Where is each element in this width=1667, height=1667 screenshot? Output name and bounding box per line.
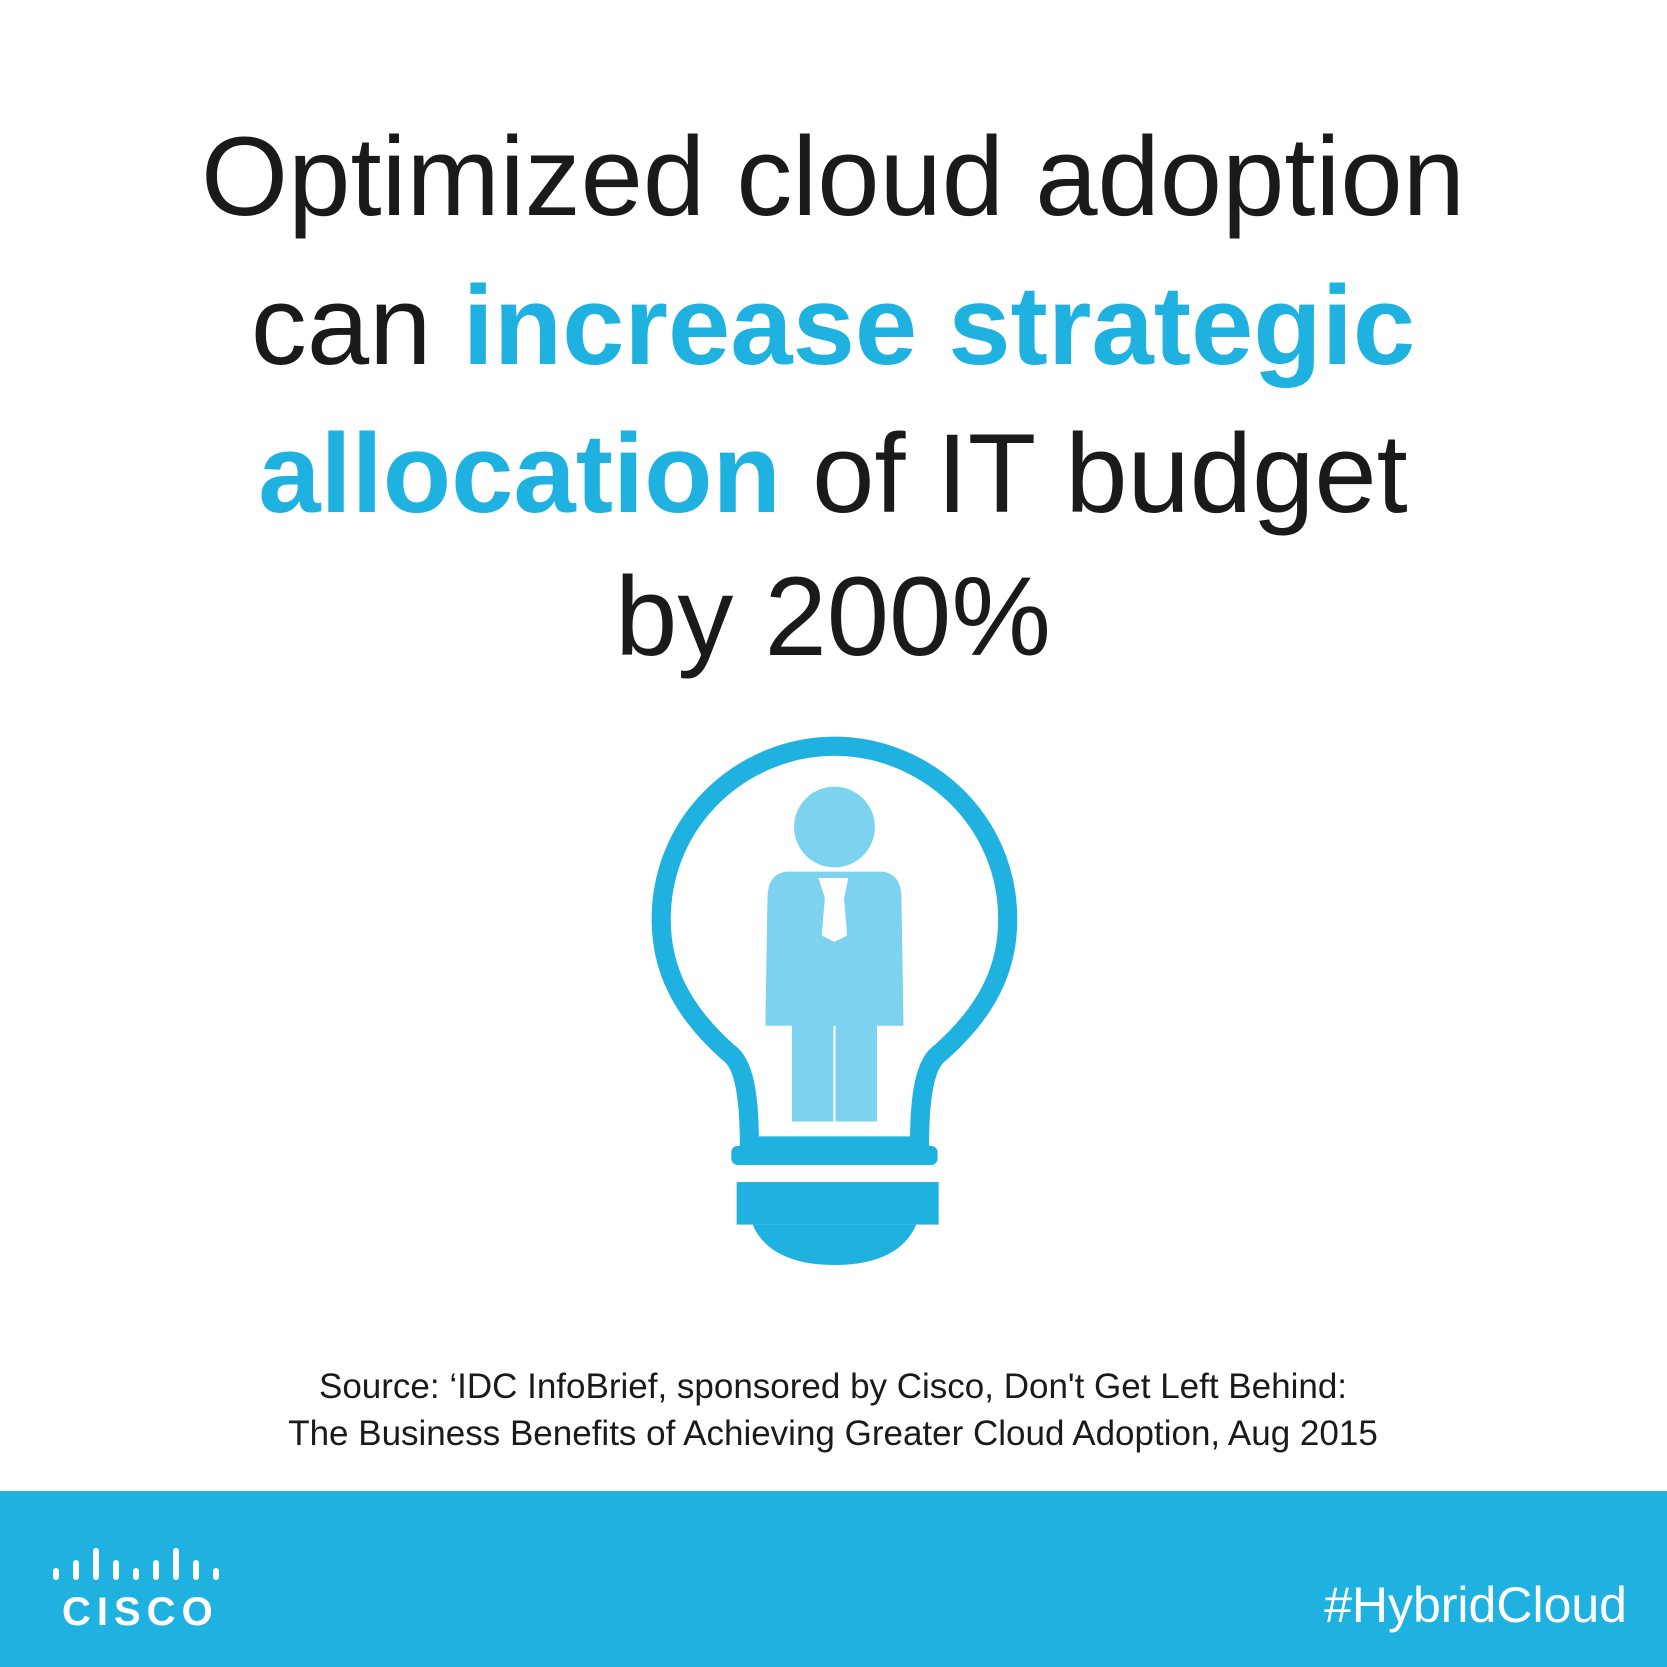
bulb-base [736, 1182, 939, 1225]
bulb-collar [731, 1145, 938, 1166]
person-tie [818, 878, 849, 942]
headline-text: can [251, 263, 432, 388]
headline-line: Optimized cloud adoption [201, 114, 1465, 239]
headline-line: by 200% [615, 554, 1051, 679]
headline-line: can increase strategic [251, 263, 1415, 388]
cisco-logo-text: CISCO [62, 1590, 219, 1634]
logo-bar [113, 1560, 119, 1580]
headline-line: allocation of IT budget [258, 411, 1408, 536]
footer-bar [0, 1491, 1667, 1667]
headline-highlight: increase strategic [463, 263, 1416, 388]
logo-bar [53, 1568, 59, 1580]
logo-bar [213, 1568, 219, 1580]
logo-bar [93, 1548, 99, 1580]
person-body [765, 871, 904, 1122]
logo-bar [153, 1560, 159, 1580]
source-line: Source: ‘IDC InfoBrief, sponsored by Cis… [319, 1367, 1347, 1406]
cisco-logo-bars [53, 1548, 219, 1580]
hashtag: #HybridCloud [1324, 1577, 1627, 1633]
bulb-icon [651, 736, 1018, 1265]
headline-text: of IT budget [812, 411, 1408, 536]
logo-bar [173, 1548, 179, 1580]
logo-bar [133, 1568, 139, 1580]
headline-highlight: allocation [258, 411, 781, 536]
bulb-outline [651, 736, 1018, 1156]
logo-bar [73, 1560, 79, 1580]
source-line: The Business Benefits of Achieving Great… [288, 1414, 1378, 1453]
logo-bar [193, 1560, 199, 1580]
person-head [794, 786, 875, 868]
bulb-cap [752, 1224, 917, 1265]
